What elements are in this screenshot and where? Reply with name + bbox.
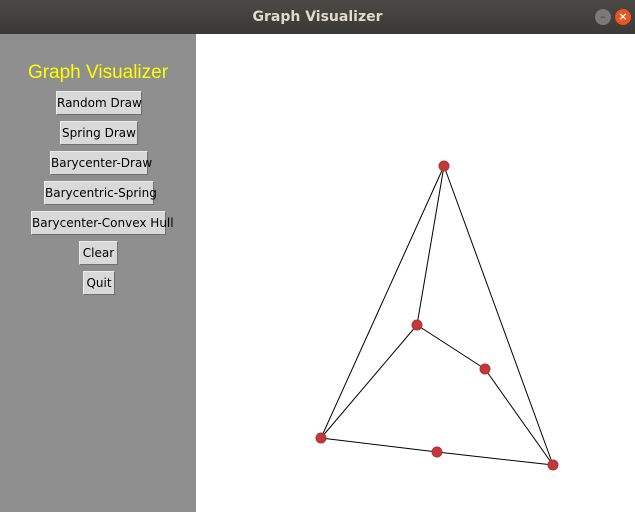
graph-node[interactable]	[411, 319, 423, 331]
graph-node[interactable]	[431, 446, 443, 458]
graph-drawing	[315, 160, 559, 471]
graph-node[interactable]	[438, 160, 450, 172]
quit-button[interactable]: Quit	[83, 271, 115, 295]
barycentric-spring-button[interactable]: Barycentric-Spring	[44, 181, 157, 205]
barycenter-draw-button[interactable]: Barycenter-Draw	[50, 151, 152, 175]
window-title: Graph Visualizer	[252, 9, 383, 25]
graph-edge	[416, 165, 445, 326]
graph-edge	[416, 324, 486, 370]
graph-node[interactable]	[547, 459, 559, 471]
graph-edge	[443, 165, 554, 466]
graph-edge	[484, 368, 554, 466]
clear-button[interactable]: Clear	[79, 241, 118, 265]
random-draw-button[interactable]: Random Draw	[56, 91, 142, 115]
minimize-icon[interactable]: –	[595, 9, 611, 25]
graph-edge	[320, 437, 438, 453]
spring-draw-button[interactable]: Spring Draw	[60, 121, 138, 145]
barycenter-convex-hull-button[interactable]: Barycenter-Convex Hull	[31, 211, 174, 235]
close-icon[interactable]: ×	[615, 9, 631, 25]
sidebar: Graph Visualizer Random Draw Spring Draw…	[0, 34, 196, 512]
graph-node[interactable]	[315, 432, 327, 444]
graph-edge	[436, 451, 554, 466]
graph-edge	[320, 165, 445, 439]
graph-edge	[320, 324, 418, 439]
app-title: Graph Visualizer	[27, 62, 169, 83]
window-titlebar[interactable]: Graph Visualizer – ×	[0, 0, 635, 34]
graph-canvas[interactable]	[196, 34, 635, 512]
graph-node[interactable]	[479, 363, 491, 375]
